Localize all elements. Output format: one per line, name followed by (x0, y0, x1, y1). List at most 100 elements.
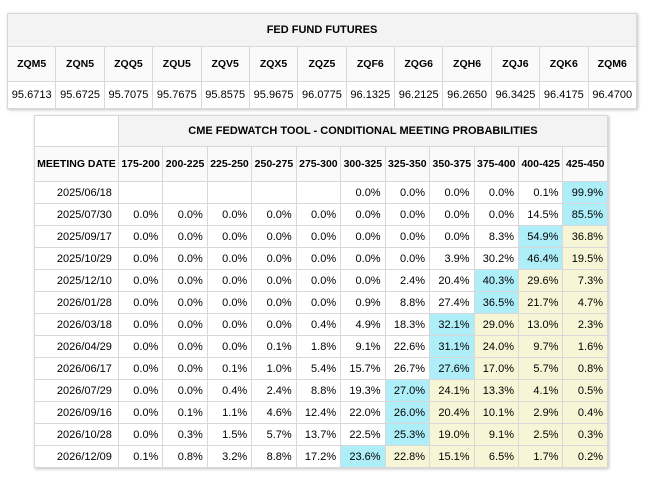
probability-cell: 0.0% (295, 269, 342, 292)
probability-cell: 54.9% (517, 225, 564, 248)
fedwatch-table: CME FEDWATCH TOOL - CONDITIONAL MEETING … (34, 115, 609, 468)
probability-cell: 5.4% (295, 357, 342, 380)
probability-cell: 99.9% (562, 181, 608, 204)
probability-cell: 9.1% (340, 335, 386, 358)
probability-cell: 1.5% (206, 423, 253, 446)
futures-price-cell: 96.1325 (345, 81, 396, 109)
probability-cell (206, 181, 253, 204)
probability-cell: 2.9% (517, 401, 564, 424)
probability-cell: 20.4% (429, 269, 475, 292)
probability-cell: 0.0% (384, 181, 431, 204)
probability-cell: 0.0% (251, 313, 297, 336)
futures-price-cell: 96.0775 (297, 81, 347, 109)
probability-cell: 0.0% (117, 401, 164, 424)
probability-cell: 30.2% (473, 247, 520, 270)
probability-cell: 4.9% (340, 313, 386, 336)
probability-cell: 0.0% (429, 203, 475, 226)
probability-cell: 0.0% (117, 313, 164, 336)
probability-cell: 25.3% (384, 423, 431, 446)
probability-cell: 15.7% (340, 357, 386, 380)
probability-cell: 21.7% (517, 291, 564, 314)
probability-cell: 46.4% (517, 247, 564, 270)
meeting-row: 2025/06/18 0.0% 0.0% 0.0% 0.0% 0.1% 99.9% (34, 181, 608, 204)
meeting-date-cell: 2026/03/18 (34, 313, 119, 336)
probability-cell: 26.7% (384, 357, 431, 380)
probability-cell: 1.7% (517, 445, 564, 468)
probability-cell: 17.0% (473, 357, 520, 380)
futures-header-row: ZQM5 ZQN5 ZQQ5 ZQU5 ZQV5 ZQX5 ZQZ5 ZQF6 ZQG6 ZQH6… (6, 46, 637, 82)
probability-cell: 0.0% (340, 181, 386, 204)
meeting-date-cell: 2026/12/09 (34, 445, 119, 468)
futures-price-cell: 96.4700 (587, 81, 637, 109)
meeting-date-header: MEETING DATE (34, 146, 119, 182)
futures-price-cell: 95.9675 (248, 81, 299, 109)
meeting-date-cell: 2025/06/18 (34, 181, 119, 204)
probability-cell: 2.4% (251, 379, 297, 402)
probability-cell: 0.0% (162, 203, 208, 226)
probability-cell: 0.4% (562, 401, 608, 424)
probability-cell: 1.8% (295, 335, 342, 358)
probability-cell: 13.0% (517, 313, 564, 336)
probability-cell: 0.0% (206, 247, 253, 270)
probability-cell: 5.7% (517, 357, 564, 380)
probability-cell: 2.4% (384, 269, 431, 292)
meeting-date-cell: 2026/04/29 (34, 335, 119, 358)
probability-cell: 15.1% (429, 445, 475, 468)
meeting-row: 2026/10/28 0.0% 0.3% 1.5% 5.7% 13.7% 22.5% 25.3… (34, 423, 608, 446)
probability-cell: 3.2% (206, 445, 253, 468)
probability-cell: 0.0% (340, 203, 386, 226)
probability-cell: 27.0% (384, 379, 431, 402)
probability-cell: 0.1% (206, 357, 253, 380)
probability-cell: 0.0% (429, 225, 475, 248)
fedwatch-title: CME FEDWATCH TOOL - CONDITIONAL MEETING … (117, 115, 609, 147)
probability-cell: 0.0% (206, 291, 253, 314)
meeting-date-cell: 2025/10/29 (34, 247, 119, 270)
meeting-row: 2026/06/17 0.0% 0.0% 0.1% 1.0% 5.4% 15.7% 26.7%… (34, 357, 608, 380)
probability-cell (117, 181, 164, 204)
probability-cell: 0.0% (384, 225, 431, 248)
corner-blank (34, 115, 119, 147)
probability-cell: 13.3% (473, 379, 520, 402)
meeting-date-cell: 2026/09/16 (34, 401, 119, 424)
probability-cell: 0.0% (117, 423, 164, 446)
probability-cell: 31.1% (429, 335, 475, 358)
probability-cell: 0.0% (162, 379, 208, 402)
probability-cell: 0.0% (340, 269, 386, 292)
probability-cell: 0.1% (251, 335, 297, 358)
probability-cell: 1.6% (562, 335, 608, 358)
probability-cell (251, 181, 297, 204)
meeting-row: 2025/12/10 0.0% 0.0% 0.0% 0.0% 0.0% 0.0% 2.4% 20… (34, 269, 608, 292)
probability-cell: 0.0% (295, 291, 342, 314)
meeting-date-cell: 2026/10/28 (34, 423, 119, 446)
meeting-date-cell: 2026/07/29 (34, 379, 119, 402)
fedwatch-header-row: MEETING DATE 175-200 200-225 225-250 250-27… (34, 146, 608, 182)
probability-cell: 19.0% (429, 423, 475, 446)
probability-cell: 0.1% (162, 401, 208, 424)
probability-cell: 8.8% (251, 445, 297, 468)
probability-cell: 1.1% (206, 401, 253, 424)
probability-cell: 0.0% (206, 335, 253, 358)
probability-cell (295, 181, 342, 204)
probability-cell: 0.3% (162, 423, 208, 446)
probability-cell: 32.1% (429, 313, 475, 336)
probability-cell: 0.4% (295, 313, 342, 336)
probability-cell: 85.5% (562, 203, 608, 226)
rate-range-header: 375-400 (473, 146, 520, 182)
rate-range-header: 400-425 (517, 146, 564, 182)
probability-cell: 5.7% (251, 423, 297, 446)
probability-cell: 23.6% (340, 445, 386, 468)
probability-cell: 0.0% (162, 269, 208, 292)
probability-cell: 0.8% (162, 445, 208, 468)
probability-cell: 0.0% (162, 291, 208, 314)
futures-contract-header: ZQF6 (345, 46, 396, 82)
futures-contract-header: ZQU5 (152, 46, 202, 82)
probability-cell: 26.0% (384, 401, 431, 424)
probability-cell: 0.0% (162, 225, 208, 248)
rate-range-header: 325-350 (384, 146, 431, 182)
probability-cell: 0.0% (206, 225, 253, 248)
probability-cell: 0.0% (162, 357, 208, 380)
futures-contract-header: ZQK6 (539, 46, 589, 82)
probability-cell: 17.2% (295, 445, 342, 468)
probability-cell: 0.0% (162, 313, 208, 336)
probability-cell: 0.2% (562, 445, 608, 468)
